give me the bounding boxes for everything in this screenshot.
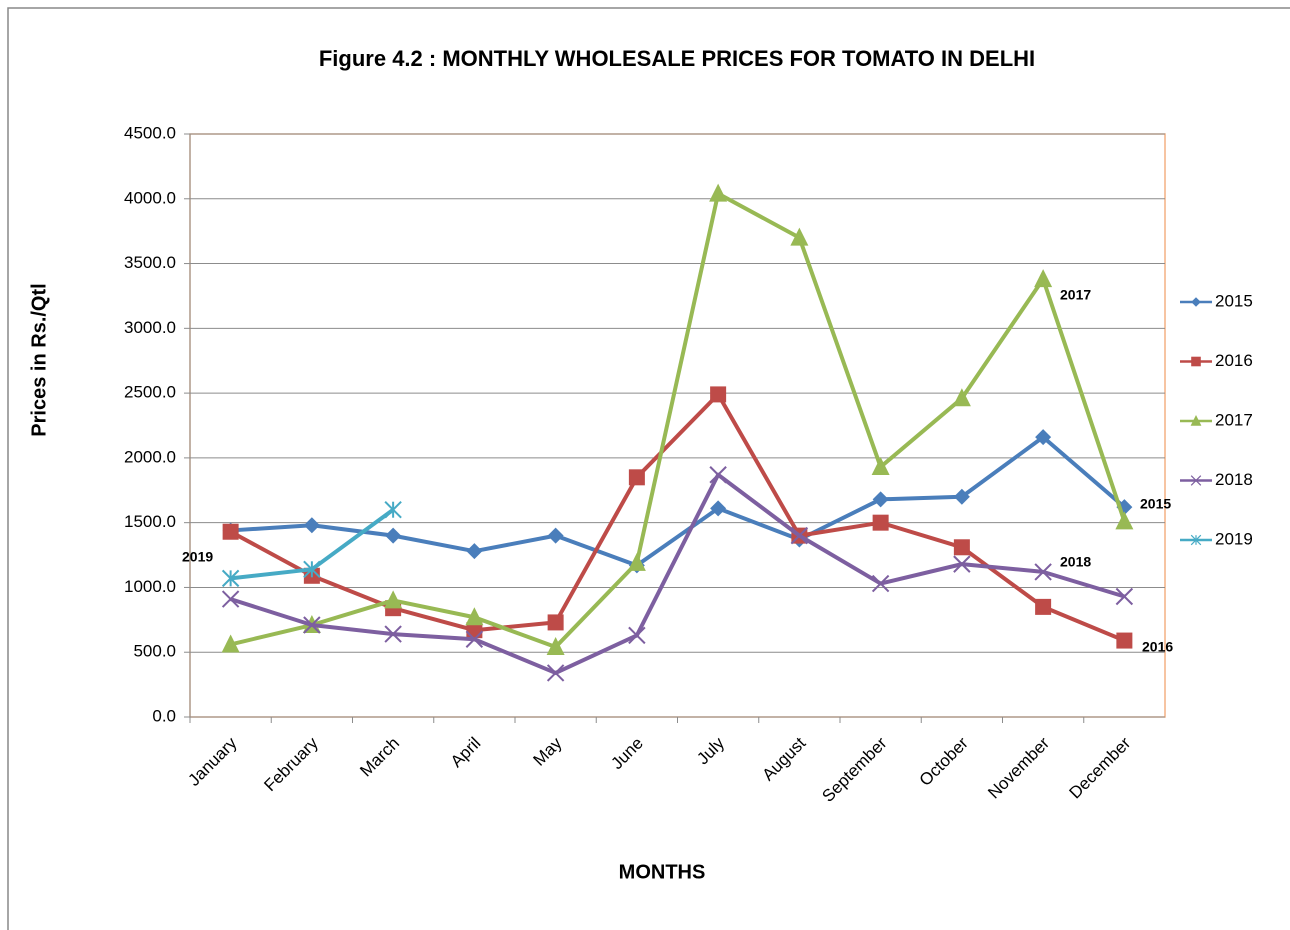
y-tick-label: 2000.0 xyxy=(124,447,176,466)
annotation: 2019 xyxy=(182,549,213,565)
marker xyxy=(1190,475,1202,486)
y-tick-label: 1000.0 xyxy=(124,577,176,596)
chart-title: Figure 4.2 : MONTHLY WHOLESALE PRICES FO… xyxy=(319,46,1035,71)
legend-marker xyxy=(1190,475,1202,486)
legend-marker xyxy=(1190,534,1202,546)
y-tick-label: 1500.0 xyxy=(124,512,176,531)
marker xyxy=(221,634,240,653)
marker xyxy=(709,183,728,202)
marker-stroke xyxy=(384,625,402,643)
marker xyxy=(710,500,727,517)
marker xyxy=(709,466,727,484)
y-tick-label: 4000.0 xyxy=(124,188,176,207)
marker xyxy=(1034,563,1052,581)
y-axis-title: Prices in Rs./Qtl xyxy=(28,283,50,436)
marker-stroke xyxy=(465,630,484,648)
y-tick-label: 3000.0 xyxy=(124,318,176,337)
marker xyxy=(627,552,646,571)
annotation: 2015 xyxy=(1140,496,1171,512)
series-line xyxy=(230,472,1125,675)
marker xyxy=(628,469,645,486)
plot-area xyxy=(189,133,1166,718)
series-line xyxy=(230,435,1126,568)
legend-marker xyxy=(1191,297,1201,307)
marker-stroke xyxy=(871,574,890,593)
marker xyxy=(710,386,727,403)
marker xyxy=(871,456,890,475)
marker xyxy=(872,491,889,508)
marker xyxy=(465,607,484,626)
marker xyxy=(1116,632,1133,649)
marker xyxy=(303,517,320,534)
marker xyxy=(385,527,402,544)
marker xyxy=(953,539,970,556)
marker xyxy=(384,625,402,643)
marker xyxy=(547,614,564,631)
y-tick-label: 4500.0 xyxy=(124,123,176,142)
legend-label: 2017 xyxy=(1215,410,1253,429)
marker-stroke xyxy=(1115,587,1134,606)
marker xyxy=(872,514,889,531)
series-line xyxy=(230,191,1127,650)
marker xyxy=(1190,415,1202,426)
marker xyxy=(1191,356,1201,367)
marker xyxy=(466,543,483,560)
marker xyxy=(628,626,646,645)
marker-stroke xyxy=(628,626,646,645)
marker xyxy=(303,560,321,579)
marker xyxy=(222,523,239,540)
marker xyxy=(1035,598,1052,615)
marker xyxy=(546,637,565,656)
marker-stroke xyxy=(221,590,240,608)
legend-marker xyxy=(1191,356,1201,367)
marker xyxy=(1115,511,1134,530)
marker xyxy=(1115,587,1134,606)
marker-stroke xyxy=(1190,475,1202,486)
marker xyxy=(546,664,565,682)
marker xyxy=(465,630,484,648)
marker xyxy=(871,574,890,593)
marker-stroke xyxy=(790,526,809,545)
legend-label: 2015 xyxy=(1215,291,1253,310)
legend-marker xyxy=(1190,415,1202,426)
annotation: 2017 xyxy=(1060,287,1091,303)
marker-stroke xyxy=(546,664,565,682)
y-tick-label: 500.0 xyxy=(133,642,176,661)
annotation: 2016 xyxy=(1142,639,1173,655)
marker xyxy=(952,388,971,407)
y-tick-label: 0.0 xyxy=(152,706,176,725)
marker xyxy=(953,488,970,505)
marker xyxy=(1190,534,1202,546)
legend-label: 2019 xyxy=(1215,529,1253,548)
marker xyxy=(384,501,402,519)
marker xyxy=(790,227,809,246)
y-tick-label: 3500.0 xyxy=(124,253,176,272)
legend-label: 2018 xyxy=(1215,470,1253,489)
annotation: 2018 xyxy=(1060,554,1091,570)
x-axis-title: MONTHS xyxy=(619,861,706,883)
legend-label: 2016 xyxy=(1215,351,1253,370)
marker xyxy=(221,590,240,608)
marker-stroke xyxy=(709,466,727,484)
y-tick-label: 2500.0 xyxy=(124,383,176,402)
marker xyxy=(1034,269,1053,288)
marker xyxy=(953,555,971,573)
marker xyxy=(1191,297,1201,307)
marker-stroke xyxy=(303,616,321,634)
marker xyxy=(303,616,321,634)
marker-stroke xyxy=(1034,563,1052,581)
marker-stroke xyxy=(953,555,971,573)
marker xyxy=(1035,429,1052,446)
marker xyxy=(384,590,403,609)
marker xyxy=(547,527,564,544)
marker xyxy=(221,569,240,588)
marker xyxy=(790,526,809,545)
